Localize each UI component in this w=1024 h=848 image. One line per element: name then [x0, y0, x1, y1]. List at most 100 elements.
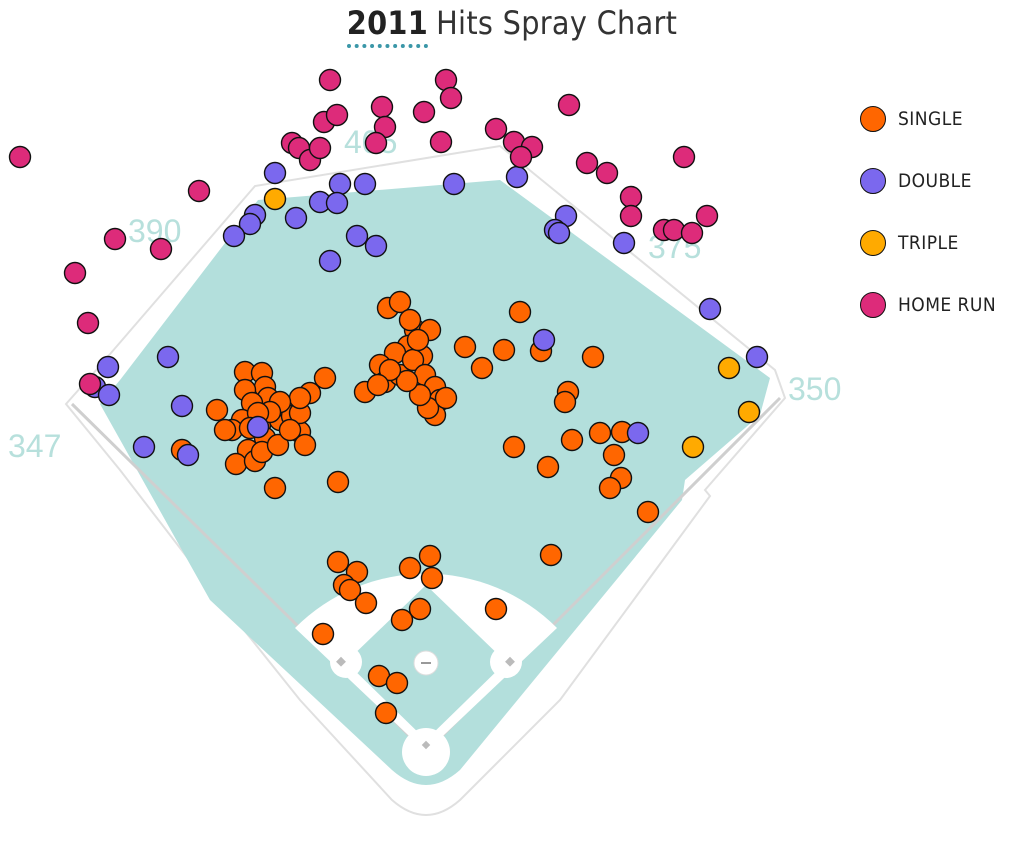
hit-point-home-run[interactable] — [509, 145, 533, 169]
hit-point-single[interactable] — [311, 622, 335, 646]
hit-point-triple[interactable] — [263, 187, 287, 211]
hit-point-double[interactable] — [97, 383, 121, 407]
hit-point-single[interactable] — [492, 338, 516, 362]
hit-point-home-run[interactable] — [619, 204, 643, 228]
hit-point-double[interactable] — [612, 231, 636, 255]
hit-point-home-run[interactable] — [557, 93, 581, 117]
hit-point-double[interactable] — [318, 249, 342, 273]
hit-point-single[interactable] — [398, 556, 422, 580]
hit-point-single[interactable] — [213, 418, 237, 442]
hit-point-home-run[interactable] — [595, 161, 619, 185]
hit-point-single[interactable] — [453, 335, 477, 359]
hit-point-single[interactable] — [366, 373, 390, 397]
hit-point-single[interactable] — [278, 418, 302, 442]
hit-point-single[interactable] — [508, 300, 532, 324]
hit-point-home-run[interactable] — [429, 130, 453, 154]
hit-point-single[interactable] — [560, 428, 584, 452]
hit-point-double[interactable] — [345, 224, 369, 248]
hit-point-double[interactable] — [325, 191, 349, 215]
hit-point-single[interactable] — [313, 366, 337, 390]
hit-point-single[interactable] — [420, 566, 444, 590]
hit-point-double[interactable] — [698, 297, 722, 321]
hit-point-single[interactable] — [205, 398, 229, 422]
hit-point-single[interactable] — [326, 470, 350, 494]
hit-point-single[interactable] — [418, 544, 442, 568]
hit-point-double[interactable] — [222, 224, 246, 248]
hit-point-single[interactable] — [266, 433, 290, 457]
hit-point-home-run[interactable] — [78, 372, 102, 396]
hit-point-home-run[interactable] — [412, 100, 436, 124]
hit-point-double[interactable] — [246, 415, 270, 439]
hit-point-home-run[interactable] — [370, 95, 394, 119]
hit-point-double[interactable] — [238, 212, 262, 236]
hit-point-double[interactable] — [263, 161, 287, 185]
hit-point-double[interactable] — [96, 355, 120, 379]
hit-point-double[interactable] — [176, 443, 200, 467]
hit-point-single[interactable] — [338, 578, 362, 602]
hit-point-single[interactable] — [288, 386, 312, 410]
hit-point-single[interactable] — [539, 543, 563, 567]
hit-point-home-run[interactable] — [439, 86, 463, 110]
hit-point-home-run[interactable] — [318, 68, 342, 92]
hit-point-home-run[interactable] — [103, 227, 127, 251]
hit-point-home-run[interactable] — [484, 117, 508, 141]
hit-point-single[interactable] — [378, 358, 402, 382]
hit-point-home-run[interactable] — [364, 131, 388, 155]
hit-point-single[interactable] — [408, 383, 432, 407]
hit-point-triple[interactable] — [737, 400, 761, 424]
hit-point-double[interactable] — [547, 221, 571, 245]
hit-point-home-run[interactable] — [619, 185, 643, 209]
hit-point-double[interactable] — [532, 328, 556, 352]
hit-point-home-run[interactable] — [575, 151, 599, 175]
hit-point-double[interactable] — [505, 165, 529, 189]
hit-point-single[interactable] — [293, 433, 317, 457]
hit-point-triple[interactable] — [717, 356, 741, 380]
hit-point-single[interactable] — [581, 345, 605, 369]
hit-point-double[interactable] — [353, 172, 377, 196]
hit-point-single[interactable] — [553, 390, 577, 414]
hit-point-double[interactable] — [442, 172, 466, 196]
hit-point-single[interactable] — [374, 701, 398, 725]
hit-point-triple[interactable] — [681, 435, 705, 459]
hit-point-double[interactable] — [156, 345, 180, 369]
hit-point-single[interactable] — [406, 328, 430, 352]
hit-point-single[interactable] — [388, 290, 412, 314]
hit-point-home-run[interactable] — [63, 261, 87, 285]
hit-point-double[interactable] — [328, 172, 352, 196]
hit-point-double[interactable] — [284, 206, 308, 230]
hit-point-home-run[interactable] — [187, 179, 211, 203]
hit-point-home-run[interactable] — [149, 237, 173, 261]
hit-point-single[interactable] — [390, 608, 414, 632]
hit-point-double[interactable] — [626, 421, 650, 445]
hit-point-double[interactable] — [745, 345, 769, 369]
hit-point-home-run[interactable] — [680, 221, 704, 245]
hit-point-double[interactable] — [364, 234, 388, 258]
hit-point-home-run[interactable] — [76, 311, 100, 335]
hit-point-home-run[interactable] — [672, 145, 696, 169]
hit-point-single[interactable] — [263, 476, 287, 500]
hit-point-single[interactable] — [408, 597, 432, 621]
hit-point-single[interactable] — [502, 435, 526, 459]
hit-point-single[interactable] — [434, 386, 458, 410]
hit-point-double[interactable] — [132, 435, 156, 459]
hit-point-single[interactable] — [395, 369, 419, 393]
hit-point-single[interactable] — [385, 671, 409, 695]
hit-point-home-run[interactable] — [695, 204, 719, 228]
legend-item-single[interactable]: SINGLE — [860, 88, 1007, 150]
hit-point-single[interactable] — [484, 597, 508, 621]
hit-point-single[interactable] — [326, 550, 350, 574]
hit-point-single[interactable] — [636, 500, 660, 524]
hit-point-single[interactable] — [354, 591, 378, 615]
hit-point-single[interactable] — [536, 455, 560, 479]
hit-point-home-run[interactable] — [325, 103, 349, 127]
hit-point-single[interactable] — [598, 476, 622, 500]
hit-point-single[interactable] — [588, 421, 612, 445]
hit-point-home-run[interactable] — [308, 136, 332, 160]
hit-point-single[interactable] — [602, 443, 626, 467]
hit-point-home-run[interactable] — [8, 145, 32, 169]
legend-item-triple[interactable]: TRIPLE — [860, 212, 1007, 274]
hit-point-single[interactable] — [470, 356, 494, 380]
hit-point-single[interactable] — [224, 452, 248, 476]
hit-point-single[interactable] — [398, 308, 422, 332]
legend-item-home-run[interactable]: HOME RUN — [860, 274, 1007, 336]
